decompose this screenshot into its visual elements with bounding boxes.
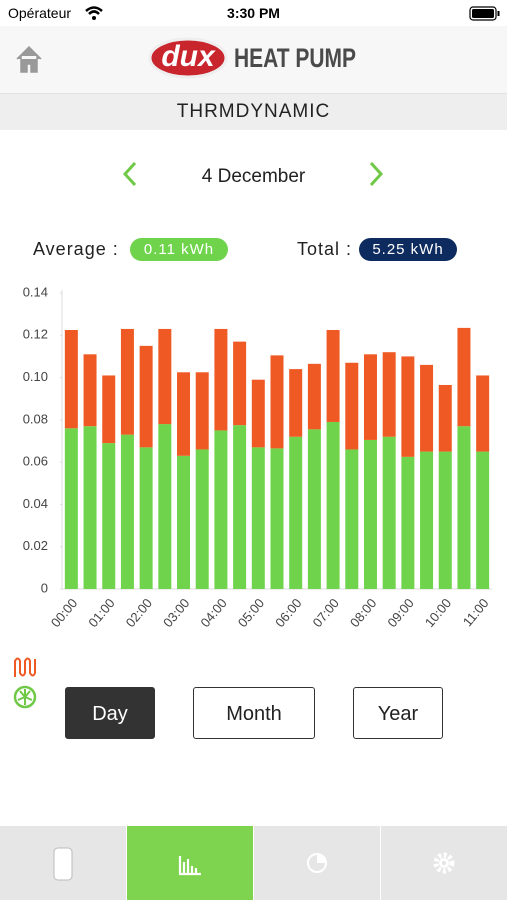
month-button[interactable]: Month <box>193 687 315 739</box>
battery-icon <box>469 6 500 21</box>
bar-segment <box>195 372 209 450</box>
bar-segment <box>120 328 134 435</box>
y-tick-label: 0.10 <box>23 369 48 384</box>
clock: 3:30 PM <box>227 5 280 21</box>
bar-segment <box>363 354 377 440</box>
bar-segment <box>214 328 228 431</box>
bar-segment <box>457 327 471 427</box>
bar-segment <box>233 425 247 589</box>
bar-segment <box>139 345 153 448</box>
bar-segment <box>158 328 172 425</box>
bar-segment <box>270 448 284 589</box>
bar-segment <box>476 375 490 452</box>
bar-segment <box>476 451 490 589</box>
bar-segment <box>102 375 116 444</box>
x-tick-label: 02:00 <box>123 595 155 630</box>
bar-segment <box>457 426 471 589</box>
bar-segment <box>120 434 134 589</box>
bar-segment <box>420 451 434 589</box>
x-tick-label: 11:00 <box>460 595 492 629</box>
bar-segment <box>102 443 116 589</box>
bar-segment <box>83 426 97 589</box>
bar-segment <box>420 364 434 452</box>
bar-segment <box>177 455 191 589</box>
bar-segment <box>139 447 153 589</box>
bar-segment <box>345 362 359 450</box>
y-tick-label: 0 <box>41 580 48 595</box>
date-label: 4 December <box>201 166 306 187</box>
bar-segment <box>83 354 97 427</box>
status-bar: Opérateur 3:30 PM <box>0 0 507 26</box>
bar-segment <box>289 369 303 437</box>
total-label: Total : <box>297 239 353 259</box>
carrier: Opérateur <box>8 5 72 21</box>
y-tick-label: 0.04 <box>23 496 48 511</box>
bar-segment <box>307 429 321 589</box>
bar-segment <box>251 379 265 448</box>
tab-device[interactable] <box>0 826 126 900</box>
bar-segment <box>438 384 452 452</box>
bar-segment <box>307 363 321 430</box>
y-tick-label: 0.02 <box>23 538 48 553</box>
x-tick-label: 03:00 <box>160 595 192 630</box>
y-tick-label: 0.12 <box>23 327 48 342</box>
logo-text: dux <box>161 40 216 73</box>
x-tick-label: 09:00 <box>384 595 416 630</box>
tab-settings[interactable] <box>381 826 507 900</box>
y-tick-label: 0.14 <box>23 284 48 299</box>
bar-segment <box>345 449 359 589</box>
bar-segment <box>382 352 396 437</box>
bar-segment <box>326 421 340 589</box>
average-value: 0.11 kWh <box>130 238 228 261</box>
bar-segment <box>251 447 265 589</box>
header: dux HEAT PUMP <box>0 26 507 94</box>
bar-segment <box>289 436 303 589</box>
bar-segment <box>401 356 415 457</box>
bar-segment <box>214 430 228 589</box>
prev-day[interactable] <box>120 160 140 188</box>
x-tick-label: 01:00 <box>85 595 117 630</box>
bar-segment <box>401 456 415 589</box>
x-tick-label: 06:00 <box>272 595 304 630</box>
bar-segment <box>233 341 247 426</box>
bar-segment <box>363 439 377 589</box>
y-tick-label: 0.06 <box>23 454 48 469</box>
bar-segment <box>326 330 340 422</box>
bar-segment <box>64 428 78 589</box>
x-tick-label: 08:00 <box>347 595 379 630</box>
bar-segment <box>438 451 452 589</box>
x-tick-label: 07:00 <box>310 595 342 630</box>
bar-segment <box>195 449 209 589</box>
device-name: THRMDYNAMIC <box>0 94 507 130</box>
logo: dux HEAT PUMP <box>148 37 356 79</box>
bar-segment <box>64 330 78 429</box>
bar-segment <box>270 355 284 449</box>
bar-segment <box>382 436 396 589</box>
bar-segment <box>177 372 191 456</box>
app-title: HEAT PUMP <box>234 43 356 73</box>
home-button[interactable] <box>14 44 44 74</box>
wifi-icon <box>85 6 103 20</box>
x-tick-label: 04:00 <box>197 595 229 630</box>
total-value: 5.25 kWh <box>359 238 457 261</box>
x-tick-label: 00:00 <box>48 595 80 630</box>
x-tick-label: 10:00 <box>422 595 454 630</box>
next-day[interactable] <box>366 160 386 188</box>
tab-stats[interactable] <box>127 826 253 900</box>
average-label: Average : <box>33 239 119 259</box>
year-button[interactable]: Year <box>353 687 443 739</box>
bar-segment <box>158 424 172 589</box>
day-button[interactable]: Day <box>65 687 155 739</box>
x-tick-label: 05:00 <box>235 595 267 630</box>
tab-usage[interactable] <box>254 826 380 900</box>
legend-icons <box>13 657 37 709</box>
y-tick-label: 0.08 <box>23 411 48 426</box>
